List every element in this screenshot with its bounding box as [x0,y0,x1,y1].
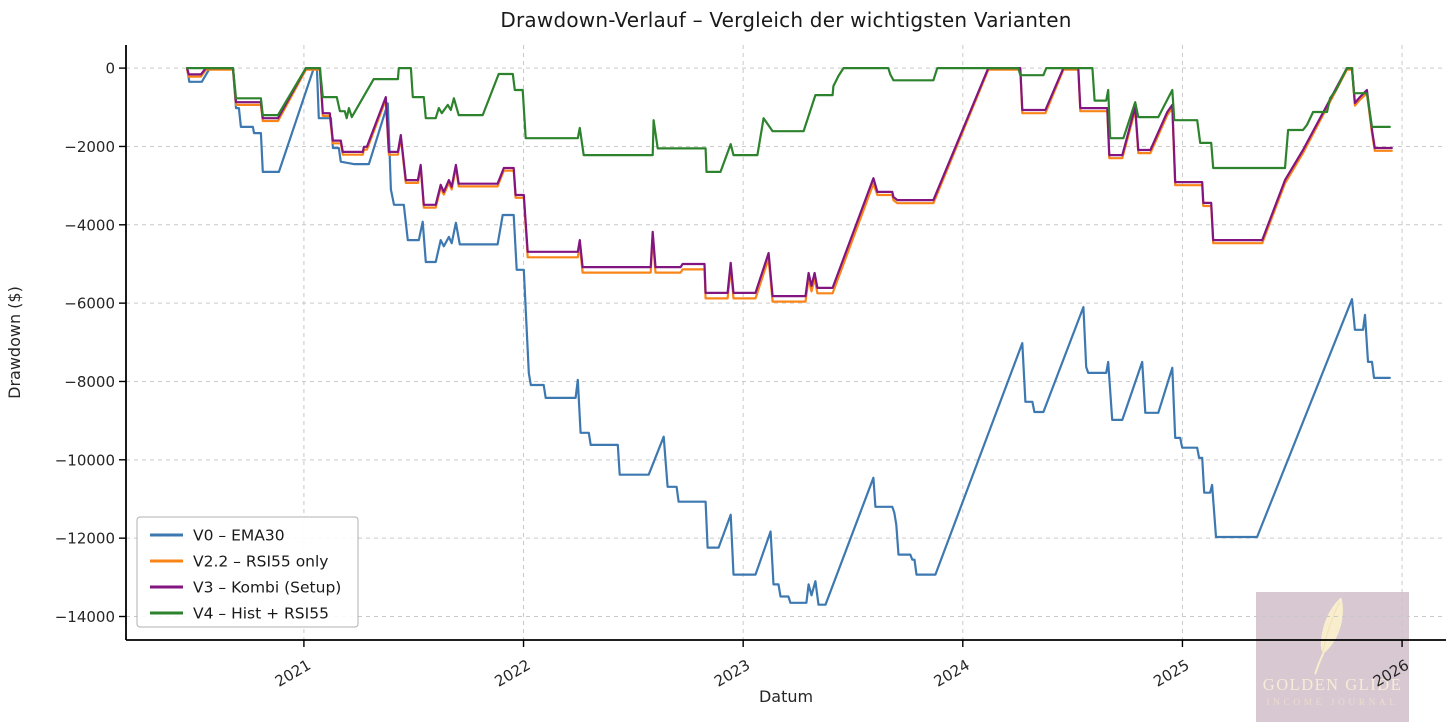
watermark-title: GOLDEN GLIDE [1262,675,1403,694]
x-tick-label: 2021 [272,656,314,691]
x-tick-label: 2025 [1150,656,1192,691]
legend-label-3: V4 – Hist + RSI55 [193,605,329,623]
y-tick-label: −14000 [55,608,115,626]
y-tick-label: −2000 [64,138,115,156]
page-title: Drawdown-Verlauf – Vergleich der wichtig… [500,8,1072,32]
watermark-badge: GOLDEN GLIDE INCOME JOURNAL [1256,592,1409,722]
y-tick-label: −8000 [64,373,115,391]
series-line-0 [186,66,1391,606]
x-axis-label: Datum [759,687,813,706]
y-axis-label: Drawdown ($) [5,286,24,399]
x-tick-label: 2023 [711,656,753,691]
series-line-1 [186,68,1393,303]
legend-label-1: V2.2 – RSI55 only [193,553,328,571]
series-line-2 [186,66,1393,298]
watermark-subtitle: INCOME JOURNAL [1266,697,1399,708]
series-line-3 [186,66,1391,173]
y-tick-label: −10000 [55,451,115,469]
x-tick-label: 2022 [491,656,533,691]
y-tick-label: −4000 [64,216,115,234]
y-tick-label: −12000 [55,530,115,548]
legend [136,516,359,628]
y-tick-label: −6000 [64,295,115,313]
y-tick-label: 0 [105,60,115,78]
legend-label-0: V0 – EMA30 [193,527,285,545]
x-tick-label: 2026 [1370,656,1412,691]
x-tick-label: 2024 [931,656,973,691]
legend-label-2: V3 – Kombi (Setup) [193,579,341,597]
